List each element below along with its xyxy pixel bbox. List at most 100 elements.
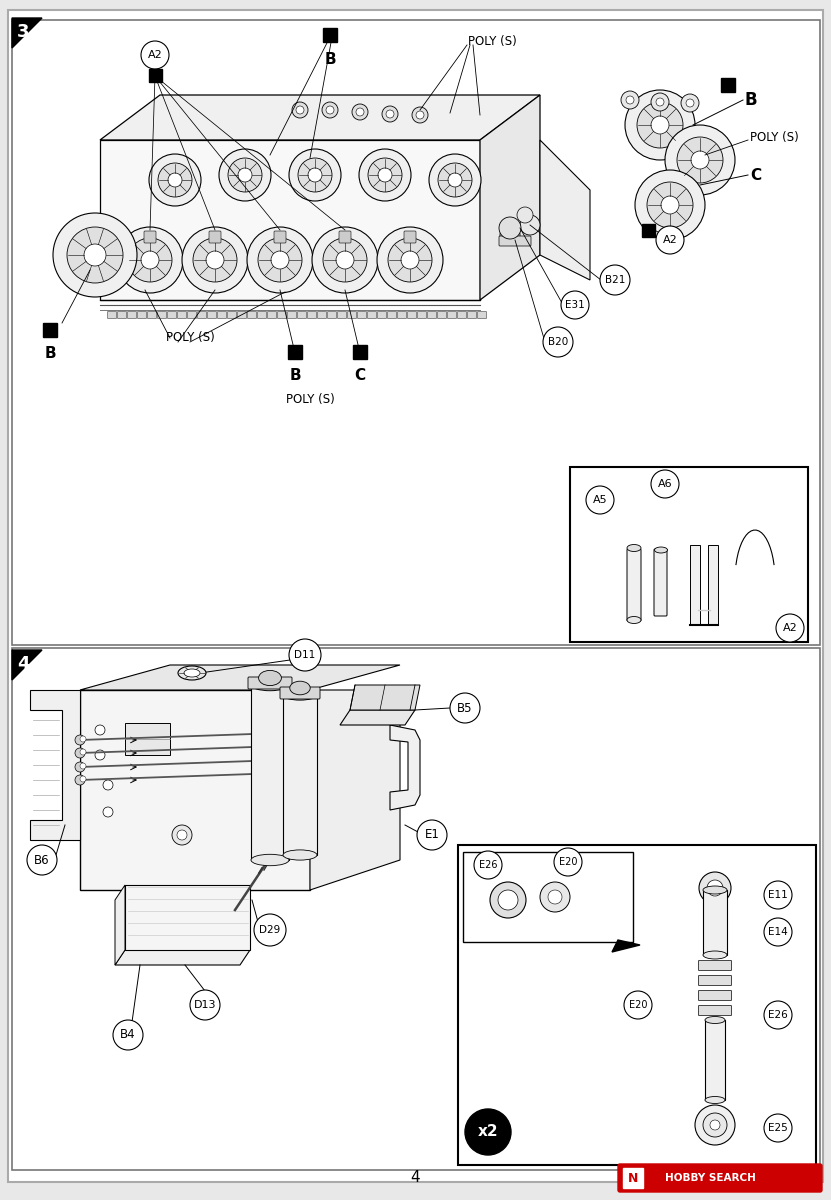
FancyBboxPatch shape (367, 312, 376, 318)
Polygon shape (612, 940, 640, 952)
FancyBboxPatch shape (703, 890, 727, 955)
Text: A2: A2 (148, 50, 162, 60)
Circle shape (388, 238, 432, 282)
Circle shape (177, 830, 187, 840)
Circle shape (103, 780, 113, 790)
Circle shape (600, 265, 630, 295)
Circle shape (500, 226, 520, 245)
Ellipse shape (627, 617, 641, 624)
Circle shape (764, 918, 792, 946)
Circle shape (540, 882, 570, 912)
Text: C: C (355, 368, 366, 383)
Circle shape (517, 206, 533, 223)
FancyBboxPatch shape (499, 236, 531, 246)
Circle shape (429, 154, 481, 206)
FancyBboxPatch shape (721, 78, 735, 92)
FancyBboxPatch shape (251, 685, 289, 860)
FancyBboxPatch shape (699, 990, 731, 1001)
FancyBboxPatch shape (437, 312, 446, 318)
Polygon shape (350, 685, 420, 710)
FancyBboxPatch shape (618, 1164, 822, 1192)
Polygon shape (540, 140, 590, 280)
Ellipse shape (705, 1016, 725, 1024)
FancyBboxPatch shape (248, 677, 292, 689)
Circle shape (254, 914, 286, 946)
Polygon shape (80, 665, 400, 690)
Circle shape (80, 736, 86, 742)
FancyBboxPatch shape (407, 312, 416, 318)
Circle shape (656, 226, 684, 254)
Polygon shape (125, 886, 250, 950)
Circle shape (149, 154, 201, 206)
FancyBboxPatch shape (218, 312, 227, 318)
Polygon shape (310, 690, 400, 890)
Text: POLY (S): POLY (S) (165, 331, 214, 344)
FancyBboxPatch shape (317, 312, 327, 318)
Ellipse shape (283, 850, 317, 860)
FancyBboxPatch shape (708, 545, 718, 625)
FancyBboxPatch shape (144, 230, 156, 242)
Circle shape (695, 1105, 735, 1145)
Ellipse shape (283, 690, 317, 700)
FancyBboxPatch shape (357, 312, 366, 318)
Circle shape (651, 92, 669, 110)
Circle shape (352, 104, 368, 120)
Polygon shape (100, 140, 480, 300)
FancyBboxPatch shape (339, 230, 351, 242)
Circle shape (206, 251, 224, 269)
Circle shape (95, 725, 105, 734)
Ellipse shape (178, 666, 206, 680)
Circle shape (417, 820, 447, 850)
Polygon shape (80, 690, 310, 890)
Circle shape (168, 173, 182, 187)
Circle shape (764, 881, 792, 910)
Circle shape (586, 486, 614, 514)
Circle shape (416, 110, 424, 119)
FancyBboxPatch shape (8, 10, 823, 1182)
Circle shape (635, 170, 705, 240)
Circle shape (412, 107, 428, 122)
Text: B4: B4 (120, 1028, 135, 1042)
Circle shape (158, 163, 192, 197)
Text: POLY (S): POLY (S) (286, 394, 334, 407)
Circle shape (465, 1109, 511, 1154)
FancyBboxPatch shape (268, 312, 277, 318)
Text: HOBBY SEARCH: HOBBY SEARCH (665, 1174, 755, 1183)
Ellipse shape (290, 682, 310, 695)
FancyBboxPatch shape (274, 230, 286, 242)
Text: C: C (750, 168, 761, 182)
Circle shape (117, 227, 183, 293)
Circle shape (296, 106, 304, 114)
Circle shape (624, 991, 652, 1019)
Circle shape (326, 106, 334, 114)
Circle shape (75, 748, 85, 758)
Circle shape (703, 1114, 727, 1138)
Circle shape (298, 158, 332, 192)
Text: 3: 3 (17, 23, 29, 41)
Circle shape (677, 137, 723, 182)
FancyBboxPatch shape (12, 648, 820, 1170)
FancyBboxPatch shape (117, 312, 126, 318)
Circle shape (474, 851, 502, 878)
Circle shape (647, 182, 693, 228)
Text: A5: A5 (593, 494, 607, 505)
Circle shape (67, 227, 123, 283)
Circle shape (637, 102, 683, 148)
FancyBboxPatch shape (699, 976, 731, 985)
Circle shape (80, 763, 86, 769)
Circle shape (141, 41, 169, 68)
FancyBboxPatch shape (427, 312, 436, 318)
FancyBboxPatch shape (623, 1168, 643, 1188)
Circle shape (699, 872, 731, 904)
Circle shape (292, 102, 308, 118)
FancyBboxPatch shape (417, 312, 426, 318)
Circle shape (561, 290, 589, 319)
Text: E26: E26 (768, 1010, 788, 1020)
Polygon shape (390, 725, 420, 810)
FancyBboxPatch shape (238, 312, 247, 318)
FancyBboxPatch shape (283, 695, 317, 854)
Circle shape (686, 98, 694, 107)
Ellipse shape (184, 670, 200, 677)
Text: POLY (S): POLY (S) (750, 132, 799, 144)
Circle shape (691, 151, 709, 169)
